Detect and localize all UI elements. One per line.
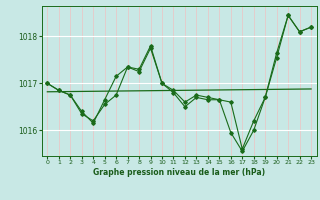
X-axis label: Graphe pression niveau de la mer (hPa): Graphe pression niveau de la mer (hPa) [93,168,265,177]
